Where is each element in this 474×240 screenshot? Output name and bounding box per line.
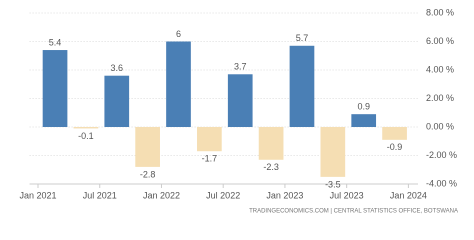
value-label: 5.4 — [49, 37, 62, 47]
value-label: -1.7 — [202, 154, 218, 164]
bar — [289, 45, 315, 127]
x-tick-label: Jan 2022 — [143, 190, 180, 200]
x-tick-label: Jul 2021 — [83, 190, 117, 200]
value-label: -3.5 — [325, 179, 341, 189]
x-tick-label: Jan 2021 — [19, 190, 56, 200]
bar — [227, 74, 253, 127]
y-tick-label: -2.00 % — [426, 150, 457, 160]
bar — [382, 127, 407, 140]
value-label: 5.7 — [296, 33, 309, 43]
bar — [42, 50, 68, 127]
value-label: -2.3 — [263, 162, 279, 172]
bar — [258, 127, 284, 160]
x-tick-label: Jan 2023 — [266, 190, 303, 200]
bar — [73, 127, 99, 129]
value-label: 3.6 — [111, 63, 124, 73]
bar — [197, 127, 222, 152]
value-label: -0.9 — [387, 142, 403, 152]
y-tick-label: 8.00 % — [426, 7, 454, 17]
bar — [166, 41, 191, 127]
y-tick-label: 6.00 % — [426, 36, 454, 46]
source: TRADINGECONOMICS.COM | CENTRAL STATISTIC… — [249, 209, 458, 215]
value-label: 6 — [176, 29, 181, 39]
bar — [135, 127, 160, 167]
bar — [320, 127, 346, 177]
value-label: -2.8 — [140, 169, 156, 179]
value-label: -0.1 — [78, 131, 94, 141]
value-label: 0.9 — [357, 102, 370, 112]
bar — [351, 114, 377, 127]
bar — [104, 75, 130, 127]
value-label: 3.7 — [234, 62, 247, 72]
y-tick-label: 2.00 % — [426, 93, 454, 103]
y-tick-label: -4.00 % — [426, 178, 457, 188]
x-tick-label: Jul 2023 — [330, 190, 364, 200]
x-tick-label: Jul 2022 — [206, 190, 240, 200]
y-tick-label: 0.00 % — [426, 121, 454, 131]
chart: TRADINGECONOMICS.COM | CENTRAL STATISTIC… — [19, 7, 458, 215]
y-tick-label: 4.00 % — [426, 64, 454, 74]
x-tick-label: Jan 2024 — [390, 190, 427, 200]
